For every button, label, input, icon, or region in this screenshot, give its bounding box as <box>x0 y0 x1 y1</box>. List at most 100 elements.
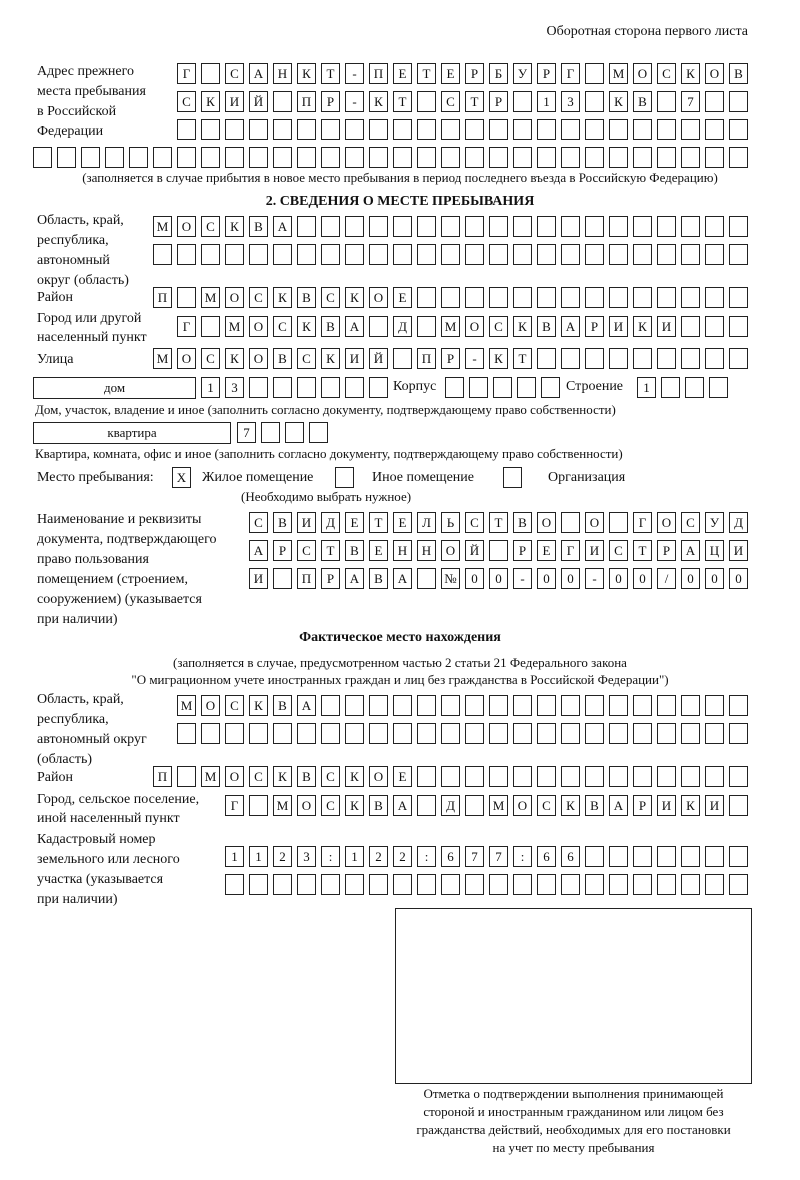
char-cell[interactable] <box>369 316 388 337</box>
char-cell[interactable]: Т <box>321 63 340 84</box>
char-cell[interactable]: В <box>297 766 316 787</box>
char-cell[interactable]: Т <box>465 91 484 112</box>
char-cell[interactable] <box>661 377 680 398</box>
char-cell[interactable] <box>345 216 364 237</box>
char-cell[interactable] <box>513 723 532 744</box>
char-cell[interactable] <box>609 119 628 140</box>
char-cell[interactable]: Р <box>633 795 652 816</box>
char-cell[interactable] <box>369 695 388 716</box>
char-cell[interactable]: 7 <box>465 846 484 867</box>
char-cell[interactable] <box>441 723 460 744</box>
char-cell[interactable] <box>585 91 604 112</box>
char-cell[interactable] <box>561 348 580 369</box>
char-cell[interactable]: Г <box>177 316 196 337</box>
char-cell[interactable] <box>633 244 652 265</box>
char-cell[interactable] <box>537 348 556 369</box>
char-cell[interactable] <box>225 119 244 140</box>
char-cell[interactable]: / <box>657 568 676 589</box>
char-cell[interactable] <box>465 795 484 816</box>
char-cell[interactable]: А <box>249 63 268 84</box>
char-cell[interactable]: М <box>609 63 628 84</box>
char-cell[interactable]: О <box>657 512 676 533</box>
char-cell[interactable] <box>441 874 460 895</box>
char-cell[interactable] <box>537 147 556 168</box>
char-cell[interactable] <box>321 695 340 716</box>
char-cell[interactable] <box>105 147 124 168</box>
char-cell[interactable]: Г <box>177 63 196 84</box>
char-cell[interactable] <box>561 216 580 237</box>
char-cell[interactable]: - <box>345 91 364 112</box>
char-cell[interactable] <box>489 119 508 140</box>
char-cell[interactable] <box>321 147 340 168</box>
char-cell[interactable] <box>417 147 436 168</box>
char-cell[interactable]: 3 <box>225 377 244 398</box>
char-cell[interactable] <box>657 348 676 369</box>
char-cell[interactable] <box>489 147 508 168</box>
char-cell[interactable] <box>729 795 748 816</box>
char-cell[interactable]: 0 <box>537 568 556 589</box>
char-cell[interactable] <box>657 723 676 744</box>
char-cell[interactable] <box>633 723 652 744</box>
char-cell[interactable]: К <box>513 316 532 337</box>
char-cell[interactable] <box>513 147 532 168</box>
char-cell[interactable] <box>417 795 436 816</box>
char-cell[interactable] <box>633 287 652 308</box>
char-cell[interactable]: Р <box>489 91 508 112</box>
char-cell[interactable] <box>561 695 580 716</box>
char-cell[interactable] <box>561 723 580 744</box>
char-cell[interactable] <box>633 216 652 237</box>
char-cell[interactable]: С <box>321 795 340 816</box>
char-cell[interactable]: К <box>345 795 364 816</box>
char-cell[interactable] <box>249 119 268 140</box>
char-cell[interactable]: И <box>225 91 244 112</box>
char-cell[interactable]: К <box>345 287 364 308</box>
char-cell[interactable]: К <box>297 316 316 337</box>
char-cell[interactable] <box>129 147 148 168</box>
char-cell[interactable] <box>345 874 364 895</box>
char-cell[interactable]: М <box>225 316 244 337</box>
char-cell[interactable] <box>681 695 700 716</box>
char-cell[interactable]: 3 <box>297 846 316 867</box>
char-cell[interactable] <box>321 244 340 265</box>
char-cell[interactable] <box>393 695 412 716</box>
char-cell[interactable]: Е <box>441 63 460 84</box>
char-cell[interactable]: 7 <box>237 422 256 443</box>
char-cell[interactable] <box>705 846 724 867</box>
char-cell[interactable]: : <box>321 846 340 867</box>
char-cell[interactable]: И <box>609 316 628 337</box>
char-cell[interactable] <box>657 874 676 895</box>
char-cell[interactable]: 0 <box>489 568 508 589</box>
char-cell[interactable] <box>417 244 436 265</box>
char-cell[interactable] <box>657 287 676 308</box>
char-cell[interactable]: О <box>249 316 268 337</box>
char-cell[interactable]: - <box>465 348 484 369</box>
char-cell[interactable]: Р <box>537 63 556 84</box>
char-cell[interactable]: А <box>393 568 412 589</box>
char-cell[interactable]: И <box>705 795 724 816</box>
char-cell[interactable]: : <box>417 846 436 867</box>
char-cell[interactable]: В <box>249 216 268 237</box>
char-cell[interactable]: К <box>681 63 700 84</box>
char-cell[interactable] <box>177 766 196 787</box>
char-cell[interactable]: Е <box>393 512 412 533</box>
char-cell[interactable]: Ц <box>705 540 724 561</box>
char-cell[interactable]: С <box>249 766 268 787</box>
char-cell[interactable] <box>729 216 748 237</box>
char-cell[interactable] <box>393 348 412 369</box>
char-cell[interactable] <box>417 695 436 716</box>
char-cell[interactable] <box>81 147 100 168</box>
char-cell[interactable] <box>273 147 292 168</box>
char-cell[interactable] <box>441 287 460 308</box>
char-cell[interactable] <box>585 216 604 237</box>
char-cell[interactable]: А <box>393 795 412 816</box>
char-cell[interactable]: Р <box>657 540 676 561</box>
char-cell[interactable]: В <box>369 568 388 589</box>
char-cell[interactable]: М <box>177 695 196 716</box>
char-cell[interactable] <box>657 147 676 168</box>
char-cell[interactable]: К <box>273 287 292 308</box>
stay-checkbox-organization[interactable] <box>503 467 522 488</box>
char-cell[interactable] <box>465 216 484 237</box>
char-cell[interactable]: Е <box>537 540 556 561</box>
char-cell[interactable]: В <box>729 63 748 84</box>
char-cell[interactable]: К <box>297 63 316 84</box>
